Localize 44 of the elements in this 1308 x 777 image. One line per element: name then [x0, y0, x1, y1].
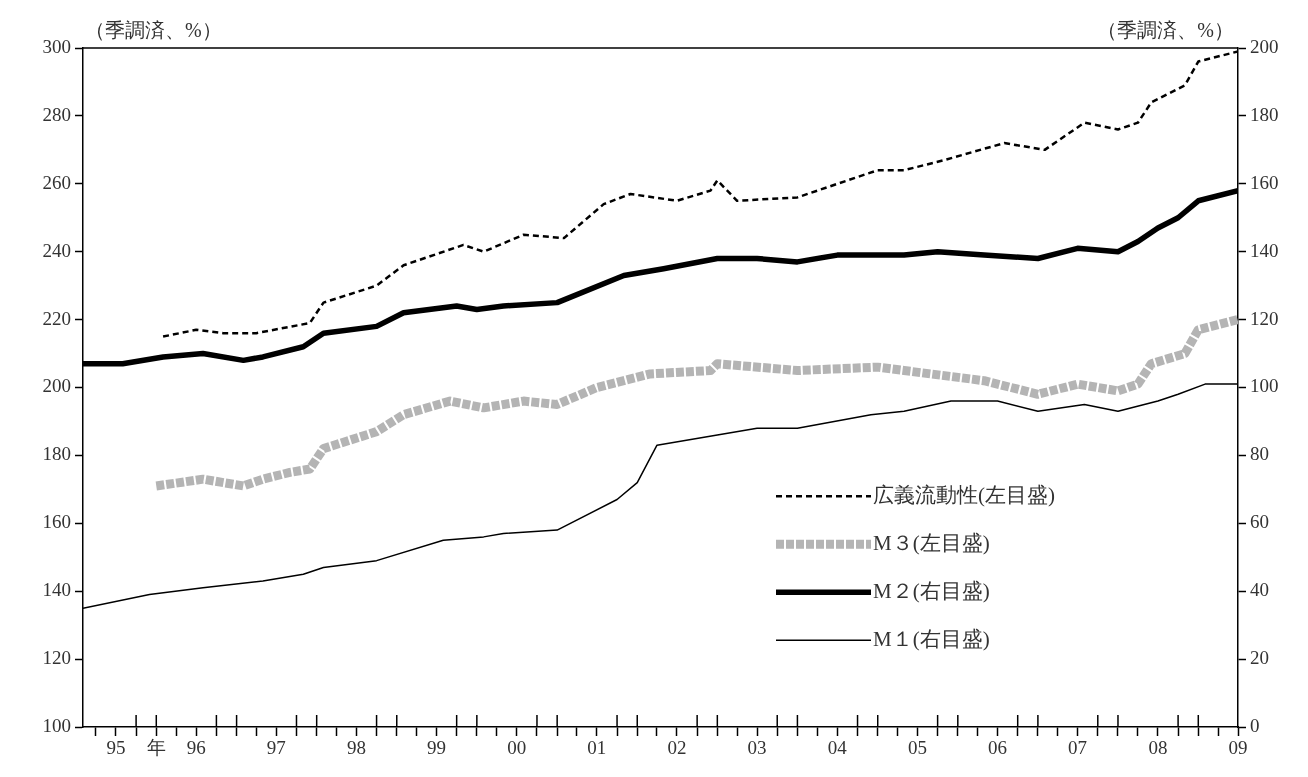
y-tick-label: 280 [42, 103, 71, 125]
y2-tick-label: 40 [1250, 579, 1269, 601]
legend-label: 広義流動性(左目盛) [873, 482, 1055, 507]
y2-tick-label: 20 [1250, 647, 1269, 669]
x-tick-label: 96 [186, 737, 206, 759]
x-tick-label: 99 [426, 737, 446, 759]
y-tick-label: 100 [42, 714, 71, 736]
x-tick-label: 00 [507, 737, 527, 759]
x-tick-label: 01 [587, 737, 607, 759]
legend-label: M２(右目盛) [873, 578, 990, 603]
y-tick-label: 260 [42, 171, 71, 193]
legend-label: M１(右目盛) [873, 626, 990, 651]
y2-axis-title: （季調済、%） [1097, 19, 1234, 42]
y2-tick-label: 160 [1250, 171, 1279, 193]
x-tick-label: 98 [346, 737, 366, 759]
y-tick-label: 300 [42, 35, 71, 57]
y-tick-label: 240 [42, 239, 71, 261]
x-tick-label: 03 [747, 737, 767, 759]
x-tick-label: 04 [827, 737, 848, 759]
x-tick-label: 06 [988, 737, 1008, 759]
x-tick-label: 年 [146, 737, 166, 759]
y-tick-label: 180 [42, 443, 71, 465]
y-tick-label: 220 [42, 307, 71, 329]
x-tick-label: 08 [1148, 737, 1168, 759]
x-tick-label: 07 [1068, 737, 1088, 759]
x-tick-label: 97 [266, 737, 286, 759]
y2-tick-label: 100 [1250, 375, 1279, 397]
x-tick-label: 95 [106, 737, 126, 759]
y2-tick-label: 140 [1250, 239, 1279, 261]
y2-tick-label: 180 [1250, 103, 1279, 125]
x-tick-label: 09 [1228, 737, 1248, 759]
y2-tick-label: 200 [1250, 35, 1279, 57]
x-tick-label: 05 [907, 737, 927, 759]
y-tick-label: 140 [42, 579, 71, 601]
y-tick-label: 160 [42, 511, 71, 533]
y-tick-label: 120 [42, 647, 71, 669]
x-tick-label: 02 [667, 737, 687, 759]
legend-label: M３(左目盛) [873, 530, 990, 555]
y2-tick-label: 60 [1250, 511, 1269, 533]
y2-tick-label: 0 [1250, 714, 1260, 736]
y2-tick-label: 80 [1250, 443, 1269, 465]
y2-tick-label: 120 [1250, 307, 1279, 329]
y-tick-label: 200 [42, 375, 71, 397]
y-axis-title: （季調済、%） [85, 19, 222, 42]
